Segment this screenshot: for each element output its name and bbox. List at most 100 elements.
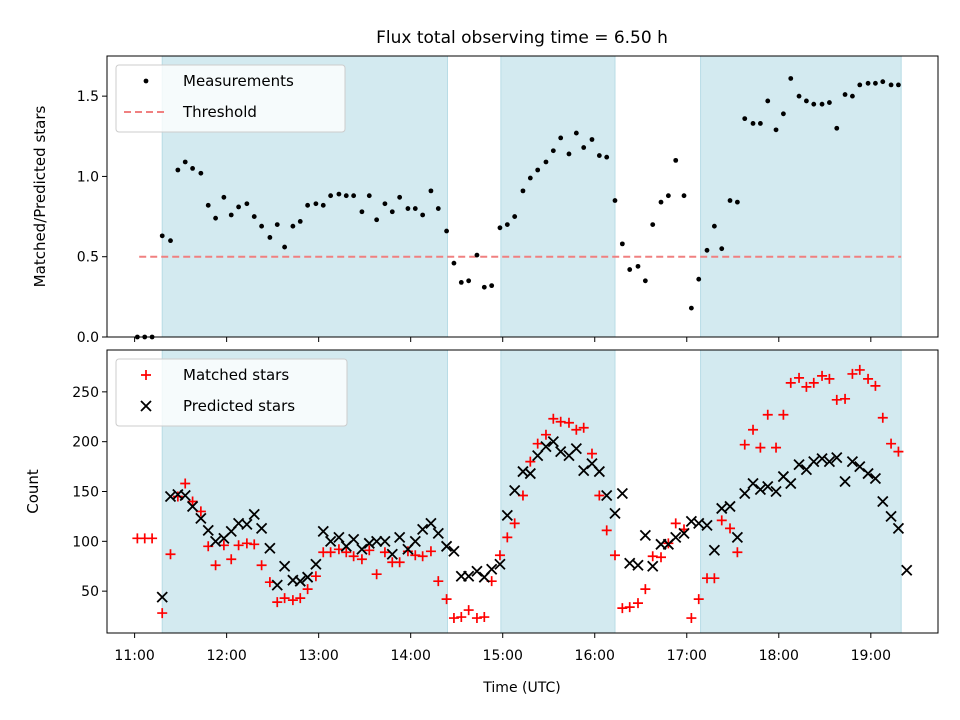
- data-point: [616, 487, 628, 500]
- data-point: [831, 394, 842, 405]
- data-point: [739, 487, 751, 500]
- data-point: [548, 413, 559, 424]
- data-point: [617, 603, 628, 614]
- data-point: [351, 193, 357, 199]
- data-point: [857, 82, 863, 88]
- data-point: [164, 490, 177, 503]
- data-point: [540, 429, 551, 440]
- y-tick-label: 1.5: [77, 89, 99, 105]
- data-point: [780, 111, 786, 117]
- data-point: [785, 377, 796, 388]
- data-point: [213, 215, 218, 221]
- data-point: [187, 496, 198, 507]
- data-point: [681, 193, 687, 199]
- data-point: [619, 241, 625, 247]
- data-point: [348, 551, 359, 562]
- data-point: [379, 547, 390, 558]
- data-point: [642, 278, 648, 284]
- data-point: [757, 121, 763, 126]
- data-point: [793, 458, 805, 471]
- data-point: [850, 93, 855, 99]
- data-point: [869, 472, 882, 485]
- data-point: [632, 598, 643, 609]
- data-point: [639, 529, 651, 541]
- data-point: [612, 198, 618, 203]
- data-point: [425, 517, 437, 530]
- data-point: [466, 278, 472, 284]
- data-point: [287, 595, 298, 606]
- data-point: [796, 93, 802, 99]
- data-point: [711, 223, 717, 229]
- observing-interval-2: [500, 349, 616, 634]
- data-point: [504, 222, 510, 228]
- data-point: [773, 127, 779, 133]
- data-point: [435, 206, 441, 211]
- data-point: [405, 206, 411, 211]
- x-axis-label: Time (UTC): [482, 680, 560, 696]
- data-point: [448, 545, 460, 557]
- data-point: [535, 167, 541, 173]
- data-point: [739, 439, 750, 450]
- data-point: [310, 571, 321, 582]
- data-point: [747, 477, 759, 490]
- data-point: [397, 194, 403, 200]
- data-point: [731, 531, 744, 543]
- data-point: [302, 584, 313, 595]
- data-point: [811, 101, 817, 107]
- legend-marker: [143, 78, 149, 84]
- data-point: [842, 92, 848, 97]
- data-point: [409, 535, 421, 547]
- data-point: [497, 225, 503, 231]
- data-point: [441, 594, 452, 605]
- data-point: [886, 438, 897, 449]
- data-point: [297, 218, 303, 224]
- data-point: [725, 523, 736, 534]
- data-point: [658, 199, 664, 205]
- data-point: [566, 151, 572, 157]
- data-point: [543, 159, 549, 165]
- data-point: [877, 495, 889, 508]
- data-point: [428, 188, 434, 194]
- data-point: [708, 544, 721, 556]
- data-point: [701, 519, 713, 532]
- data-point: [627, 267, 633, 272]
- data-point: [359, 209, 365, 215]
- data-point: [494, 550, 505, 561]
- legend-box: [115, 64, 346, 133]
- data-point: [640, 584, 651, 595]
- data-point: [709, 573, 720, 584]
- data-point: [241, 538, 252, 549]
- data-point: [210, 560, 221, 571]
- data-point: [673, 157, 679, 163]
- data-point: [854, 364, 865, 375]
- data-point: [601, 489, 613, 502]
- y-tick-label: 0.0: [77, 330, 99, 346]
- data-point: [209, 535, 222, 547]
- legend-entry: Threshold: [182, 103, 257, 121]
- data-point: [785, 477, 797, 490]
- data-point: [863, 373, 874, 384]
- data-point: [771, 442, 782, 453]
- data-point: [586, 448, 597, 459]
- y-tick-label: 250: [72, 385, 99, 401]
- data-point: [256, 560, 267, 571]
- data-point: [172, 491, 183, 502]
- data-point: [819, 101, 825, 107]
- data-point: [873, 80, 878, 86]
- data-point: [236, 204, 241, 210]
- data-point: [156, 591, 168, 603]
- data-point: [788, 76, 794, 81]
- data-point: [458, 280, 464, 285]
- data-point: [632, 559, 644, 571]
- data-point: [732, 547, 743, 558]
- data-point: [364, 545, 375, 556]
- data-point: [481, 284, 487, 290]
- data-point: [865, 80, 871, 86]
- data-point: [594, 490, 605, 501]
- data-point: [159, 233, 165, 239]
- data-point: [410, 550, 421, 561]
- data-point: [336, 191, 342, 197]
- data-point: [524, 467, 536, 480]
- data-point: [670, 531, 682, 543]
- x-tick-label: 14:00: [391, 648, 431, 664]
